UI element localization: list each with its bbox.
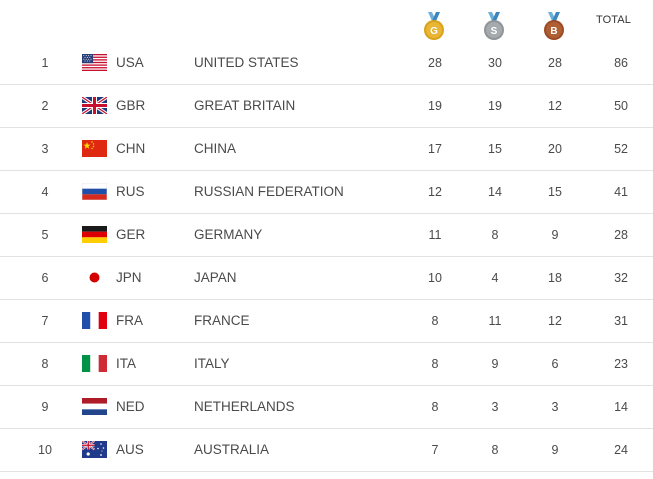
silver-count: 19: [488, 99, 502, 113]
table-row[interactable]: 1: [0, 42, 653, 85]
country-code: RUS: [116, 184, 145, 199]
table-row[interactable]: 5 GER GERMANY 11 8 9 28: [0, 214, 653, 257]
aus-flag-icon: [82, 441, 107, 458]
silver-count: 14: [488, 185, 502, 199]
country-name[interactable]: FRANCE: [194, 313, 250, 328]
country-name[interactable]: GREAT BRITAIN: [194, 98, 296, 113]
rus-flag-icon: [82, 183, 107, 200]
table-row[interactable]: 6 JPN JAPAN 10 4 18 32: [0, 257, 653, 300]
bronze-count: 18: [548, 271, 562, 285]
svg-text:B: B: [550, 26, 557, 37]
gold-count: 11: [428, 228, 442, 242]
table-row[interactable]: 4 RUS RUSSIAN FEDERATION 12 14 15 41: [0, 171, 653, 214]
country-code: FRA: [116, 313, 143, 328]
bronze-count: 28: [548, 56, 562, 70]
total-column-header: TOTAL: [596, 14, 631, 26]
silver-count: 11: [488, 314, 502, 328]
total-count: 31: [614, 314, 628, 328]
bronze-count: 20: [548, 142, 562, 156]
rank: 7: [41, 314, 49, 328]
chn-flag-icon: [82, 140, 107, 157]
country-code: JPN: [116, 270, 142, 285]
country-code: NED: [116, 399, 145, 414]
country-code: ITA: [116, 356, 136, 371]
ned-flag-icon: [82, 398, 107, 415]
country-code: USA: [116, 55, 144, 70]
gold-count: 19: [428, 99, 442, 113]
silver-count: 30: [488, 56, 502, 70]
country-code: CHN: [116, 141, 146, 156]
silver-count: 9: [491, 357, 499, 371]
silver-medal-icon: S: [482, 12, 506, 42]
gold-count: 7: [431, 443, 439, 457]
usa-flag-icon: [82, 54, 107, 71]
country-name[interactable]: NETHERLANDS: [194, 399, 295, 414]
country-name[interactable]: JAPAN: [194, 270, 237, 285]
silver-count: 4: [491, 271, 499, 285]
total-count: 50: [614, 99, 628, 113]
svg-text:G: G: [430, 26, 438, 37]
country-name[interactable]: ITALY: [194, 356, 230, 371]
total-count: 14: [614, 400, 628, 414]
table-row[interactable]: 10: [0, 429, 653, 472]
gold-count: 28: [428, 56, 442, 70]
country-name[interactable]: AUSTRALIA: [194, 442, 270, 457]
table-row[interactable]: 7 FRA FRANCE 8 11 12 31: [0, 300, 653, 343]
total-count: 86: [614, 56, 628, 70]
total-count: 28: [614, 228, 628, 242]
total-count: 41: [614, 185, 628, 199]
silver-count: 8: [491, 443, 499, 457]
country-name[interactable]: CHINA: [194, 141, 237, 156]
bronze-count: 6: [551, 357, 559, 371]
bronze-count: 15: [548, 185, 562, 199]
rank: 3: [41, 142, 49, 156]
rank: 6: [41, 271, 49, 285]
gold-count: 8: [431, 400, 439, 414]
ita-flag-icon: [82, 355, 107, 372]
rank: 9: [41, 400, 49, 414]
gbr-flag-icon: [82, 97, 107, 114]
table-row[interactable]: 9 NED NETHERLANDS 8 3 3 14: [0, 386, 653, 429]
total-count: 32: [614, 271, 628, 285]
rank: 1: [41, 56, 49, 70]
rank: 2: [41, 99, 49, 113]
bronze-medal-icon: B: [542, 12, 566, 42]
country-name[interactable]: UNITED STATES: [194, 55, 299, 70]
bronze-count: 12: [548, 314, 562, 328]
country-code: AUS: [116, 442, 144, 457]
jpn-flag-icon: [82, 269, 107, 286]
country-name[interactable]: GERMANY: [194, 227, 263, 242]
table-row[interactable]: 2 GBR GREAT BRITAIN 19 19 12 50: [0, 85, 653, 128]
svg-text:S: S: [491, 26, 498, 37]
gold-count: 8: [431, 357, 439, 371]
ger-flag-icon: [82, 226, 107, 243]
gold-medal-icon: G: [422, 12, 446, 42]
bronze-count: 9: [551, 443, 559, 457]
table-row[interactable]: 3 CHN CHINA 17 15 20 52: [0, 128, 653, 171]
gold-count: 8: [431, 314, 439, 328]
rank: 4: [41, 185, 49, 199]
rank: 8: [41, 357, 49, 371]
gold-count: 10: [428, 271, 442, 285]
gold-count: 12: [428, 185, 442, 199]
total-count: 23: [614, 357, 628, 371]
bronze-count: 12: [548, 99, 562, 113]
silver-count: 8: [491, 228, 499, 242]
silver-count: 15: [488, 142, 502, 156]
table-header: G S B TOTAL: [0, 0, 653, 42]
rank: 5: [41, 228, 49, 242]
total-count: 24: [614, 443, 628, 457]
country-name[interactable]: RUSSIAN FEDERATION: [194, 184, 344, 199]
bronze-count: 3: [551, 400, 559, 414]
table-row[interactable]: 8 ITA ITALY 8 9 6 23: [0, 343, 653, 386]
bronze-count: 9: [551, 228, 559, 242]
silver-count: 3: [491, 400, 499, 414]
country-code: GER: [116, 227, 146, 242]
fra-flag-icon: [82, 312, 107, 329]
country-code: GBR: [116, 98, 146, 113]
gold-count: 17: [428, 142, 442, 156]
rank: 10: [38, 443, 52, 457]
total-count: 52: [614, 142, 628, 156]
